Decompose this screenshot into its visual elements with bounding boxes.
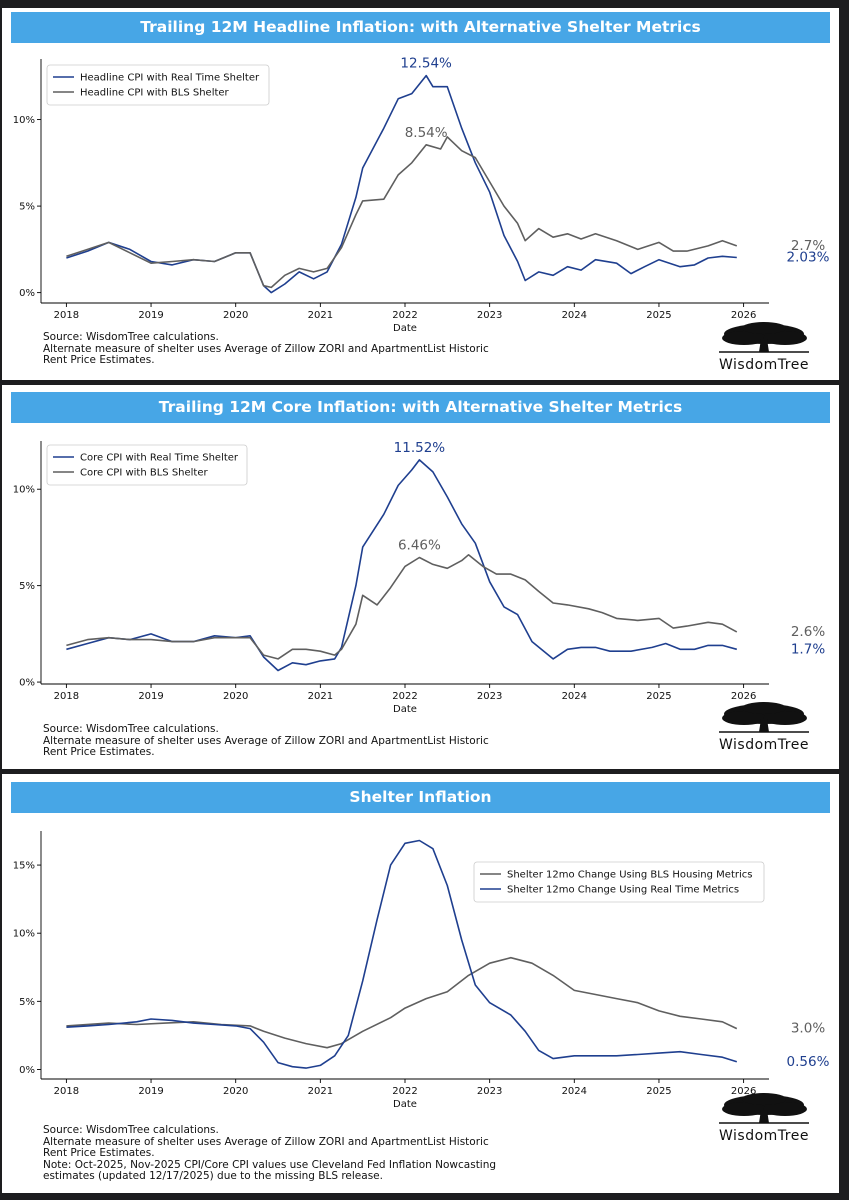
logo-wordmark: WisdomTree [719,357,809,373]
tree-icon: WisdomTree [719,702,809,753]
wisdomtree-logo: WisdomTree [699,321,829,373]
series-line [66,459,738,672]
data-label: 11.52% [394,440,446,456]
legend-label: Shelter 12mo Change Using Real Time Metr… [507,885,739,896]
data-label: 6.46% [398,537,441,553]
chart-title-headline: Trailing 12M Headline Inflation: with Al… [11,12,830,43]
series-line [66,74,737,294]
footnote-shelter: Source: WisdomTree calculations. Alterna… [43,1124,497,1183]
series-line [66,839,738,1069]
y-tick-label: 0% [19,1065,35,1076]
x-tick-label: 2026 [731,691,756,702]
x-tick-label: 2024 [562,1086,587,1097]
tree-icon: WisdomTree [719,322,809,373]
footnote-line: Rent Price Estimates. [43,746,155,758]
chart-panel-headline: Trailing 12M Headline Inflation: with Al… [2,8,839,380]
series-line [66,554,738,660]
x-tick-label: 2018 [54,1086,79,1097]
x-tick-label: 2020 [223,691,248,702]
footnote-headline: Source: WisdomTree calculations. Alterna… [43,331,489,367]
legend-label: Headline CPI with Real Time Shelter [80,73,260,84]
data-label: 2.7% [791,238,825,254]
data-label: 0.56% [787,1054,830,1070]
x-tick-label: 2021 [308,310,333,321]
x-tick-label: 2021 [308,691,333,702]
x-tick-label: 2019 [138,310,163,321]
chart-title-core: Trailing 12M Core Inflation: with Altern… [11,392,830,423]
x-axis-label: Date [393,704,417,715]
footnote-line: Source: WisdomTree calculations. [43,331,219,343]
x-tick-label: 2021 [308,1086,333,1097]
x-tick-label: 2018 [54,310,79,321]
data-label: 8.54% [405,125,448,141]
footnote-line: Alternate measure of shelter uses Averag… [43,342,489,355]
y-tick-label: 15% [13,861,35,872]
footnote-line: Rent Price Estimates. [43,1147,155,1159]
x-axis-label: Date [393,323,417,334]
footnote-line: estimates (updated 12/17/2025) due to th… [43,1170,383,1182]
chart-panel-shelter: Shelter Inflation 0% 5% 10% 15% 2018 2019 2020… [2,774,839,1193]
x-tick-label: 2024 [562,310,587,321]
data-label: 1.7% [791,641,825,657]
x-tick-label: 2023 [477,1086,502,1097]
footnote-line: Alternate measure of shelter uses Averag… [43,1135,489,1148]
y-tick-label: 5% [19,997,35,1008]
footnote-line: Rent Price Estimates. [43,354,155,366]
x-tick-label: 2019 [138,691,163,702]
legend-box [46,444,248,486]
legend-label: Core CPI with BLS Shelter [80,468,209,479]
x-tick-label: 2026 [731,1086,756,1097]
legend-label: Core CPI with Real Time Shelter [80,453,239,464]
chart-core-svg: 0% 5% 10% 2018 2019 2020 2021 2022 2023 2024 2025 2… [13,440,826,715]
data-label: 3.0% [791,1021,825,1037]
x-tick-label: 2018 [54,691,79,702]
legend-box [473,861,765,903]
footnote-core: Source: WisdomTree calculations. Alterna… [43,723,489,759]
x-tick-label: 2019 [138,1086,163,1097]
legend-label: Headline CPI with BLS Shelter [80,88,230,99]
x-tick-label: 2023 [477,691,502,702]
x-tick-label: 2022 [392,310,417,321]
x-tick-label: 2022 [392,691,417,702]
x-tick-label: 2020 [223,1086,248,1097]
wisdomtree-logo: WisdomTree [699,1092,829,1144]
data-label: 12.54% [400,56,452,72]
x-tick-label: 2025 [646,310,671,321]
x-axis-label: Date [393,1099,417,1110]
logo-wordmark: WisdomTree [719,737,809,753]
x-tick-label: 2024 [562,691,587,702]
tree-icon: WisdomTree [719,1093,809,1144]
chart-headline-svg: 0% 5% 10% 2018 2019 2020 2021 2022 2023 2024 2025 2… [13,56,830,334]
x-tick-label: 2020 [223,310,248,321]
x-tick-label: 2023 [477,310,502,321]
x-tick-label: 2025 [646,691,671,702]
data-label: 2.03% [787,249,830,265]
chart-title-shelter: Shelter Inflation [11,782,830,813]
y-tick-label: 10% [13,485,35,496]
footnote-line: Note: Oct-2025, Nov-2025 CPI/Core CPI va… [43,1158,497,1171]
footnote-line: Source: WisdomTree calculations. [43,723,219,735]
y-tick-label: 5% [19,202,35,213]
series-line [66,136,738,289]
y-tick-label: 10% [13,929,35,940]
footnote-line: Alternate measure of shelter uses Averag… [43,734,489,747]
y-tick-label: 10% [13,115,35,126]
chart-panel-core: Trailing 12M Core Inflation: with Altern… [2,385,839,769]
y-tick-label: 0% [19,678,35,689]
data-label: 2.6% [791,624,825,640]
legend-box [46,64,270,106]
x-tick-label: 2022 [392,1086,417,1097]
x-tick-label: 2026 [731,310,756,321]
logo-wordmark: WisdomTree [719,1128,809,1144]
series-line [66,956,738,1049]
chart-shelter-svg: 0% 5% 10% 15% 2018 2019 2020 2021 2022 2023 2024 20… [13,831,830,1110]
y-tick-label: 0% [19,288,35,299]
footnote-line: Source: WisdomTree calculations. [43,1124,219,1136]
x-tick-label: 2025 [646,1086,671,1097]
wisdomtree-logo: WisdomTree [699,701,829,753]
y-tick-label: 5% [19,581,35,592]
legend-label: Shelter 12mo Change Using BLS Housing Me… [507,870,752,881]
